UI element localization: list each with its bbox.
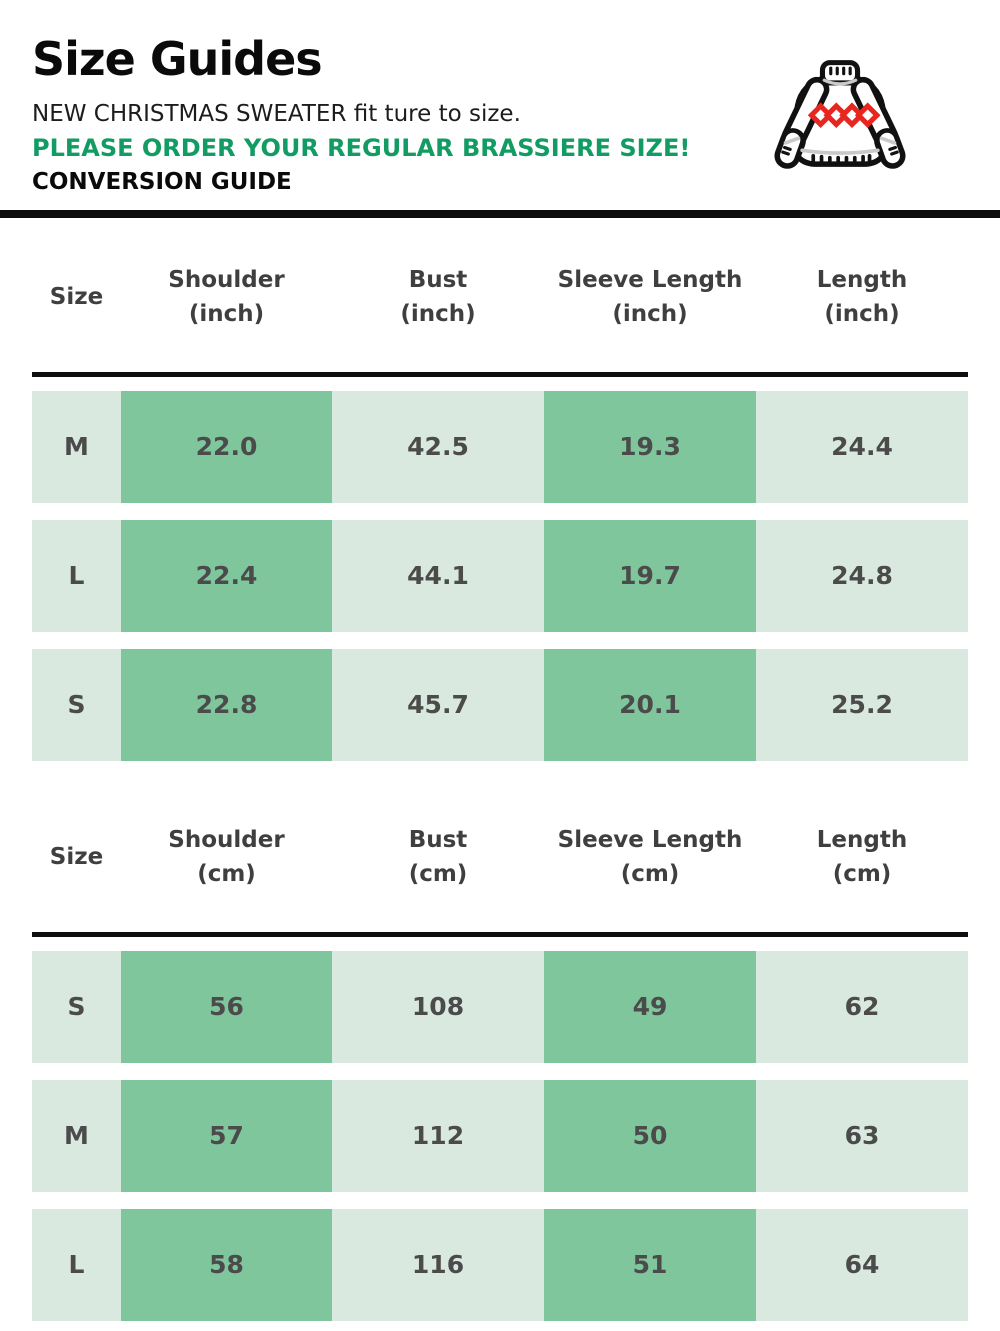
size-table-inch: Size Shoulder (inch) Bust (inch) Sleeve … bbox=[32, 263, 968, 761]
sleeve-length-cell: 19.3 bbox=[544, 390, 756, 503]
column-header-sleeve-length: Sleeve Length (cm) bbox=[557, 826, 743, 888]
size-cell: M bbox=[32, 390, 121, 503]
column-header-size: Size bbox=[49, 283, 104, 310]
shoulder-cell: 22.0 bbox=[121, 390, 332, 503]
sleeve-length-cell: 20.1 bbox=[544, 648, 756, 761]
sleeve-length-cell: 49 bbox=[544, 950, 756, 1063]
length-cell: 63 bbox=[756, 1079, 968, 1192]
length-cell: 25.2 bbox=[756, 648, 968, 761]
bust-cell: 108 bbox=[332, 950, 544, 1063]
table-header-row: Size Shoulder (inch) Bust (inch) Sleeve … bbox=[32, 263, 968, 332]
diamond-pattern bbox=[807, 102, 881, 129]
christmas-sweater-icon bbox=[770, 58, 910, 178]
bust-cell: 112 bbox=[332, 1079, 544, 1192]
top-divider bbox=[0, 209, 1000, 218]
table-row: M 22.0 42.5 19.3 24.4 bbox=[32, 390, 968, 503]
size-cell: L bbox=[32, 1208, 121, 1321]
column-header-bust: Bust (inch) bbox=[400, 266, 476, 328]
shoulder-cell: 56 bbox=[121, 950, 332, 1063]
size-cell: S bbox=[32, 950, 121, 1063]
table-header-underline bbox=[32, 371, 968, 377]
column-header-bust: Bust (cm) bbox=[408, 826, 468, 888]
shoulder-cell: 57 bbox=[121, 1079, 332, 1192]
shoulder-cell: 22.4 bbox=[121, 519, 332, 632]
length-cell: 24.4 bbox=[756, 390, 968, 503]
table-header-underline bbox=[32, 931, 968, 937]
shoulder-cell: 22.8 bbox=[121, 648, 332, 761]
size-cell: L bbox=[32, 519, 121, 632]
table-header-row: Size Shoulder (cm) Bust (cm) Sleeve Leng… bbox=[32, 823, 968, 892]
column-header-sleeve-length: Sleeve Length (inch) bbox=[557, 266, 743, 328]
column-header-length: Length (inch) bbox=[816, 266, 908, 328]
length-cell: 24.8 bbox=[756, 519, 968, 632]
length-cell: 64 bbox=[756, 1208, 968, 1321]
size-cell: S bbox=[32, 648, 121, 761]
page-title: Size Guides bbox=[32, 32, 323, 86]
sleeve-length-cell: 51 bbox=[544, 1208, 756, 1321]
table-row: L 22.4 44.1 19.7 24.8 bbox=[32, 519, 968, 632]
bust-cell: 45.7 bbox=[332, 648, 544, 761]
shoulder-cell: 58 bbox=[121, 1208, 332, 1321]
bust-cell: 116 bbox=[332, 1208, 544, 1321]
table-row: S 22.8 45.7 20.1 25.2 bbox=[32, 648, 968, 761]
size-cell: M bbox=[32, 1079, 121, 1192]
length-cell: 62 bbox=[756, 950, 968, 1063]
column-header-shoulder: Shoulder (cm) bbox=[168, 826, 285, 888]
order-notice: PLEASE ORDER YOUR REGULAR BRASSIERE SIZE… bbox=[32, 133, 691, 162]
bust-cell: 42.5 bbox=[332, 390, 544, 503]
conversion-guide-label: CONVERSION GUIDE bbox=[32, 168, 292, 195]
column-header-length: Length (cm) bbox=[816, 826, 908, 888]
table-row: L 58 116 51 64 bbox=[32, 1208, 968, 1321]
bust-cell: 44.1 bbox=[332, 519, 544, 632]
fit-subtitle: NEW CHRISTMAS SWEATER fit ture to size. bbox=[32, 100, 521, 127]
column-header-shoulder: Shoulder (inch) bbox=[168, 266, 285, 328]
table-row: S 56 108 49 62 bbox=[32, 950, 968, 1063]
table-row: M 57 112 50 63 bbox=[32, 1079, 968, 1192]
header: Size Guides NEW CHRISTMAS SWEATER fit tu… bbox=[32, 0, 968, 195]
size-guide-page: Size Guides NEW CHRISTMAS SWEATER fit tu… bbox=[0, 0, 1000, 195]
column-header-size: Size bbox=[49, 843, 104, 870]
sleeve-length-cell: 50 bbox=[544, 1079, 756, 1192]
size-table-cm: Size Shoulder (cm) Bust (cm) Sleeve Leng… bbox=[32, 823, 968, 1321]
sleeve-length-cell: 19.7 bbox=[544, 519, 756, 632]
